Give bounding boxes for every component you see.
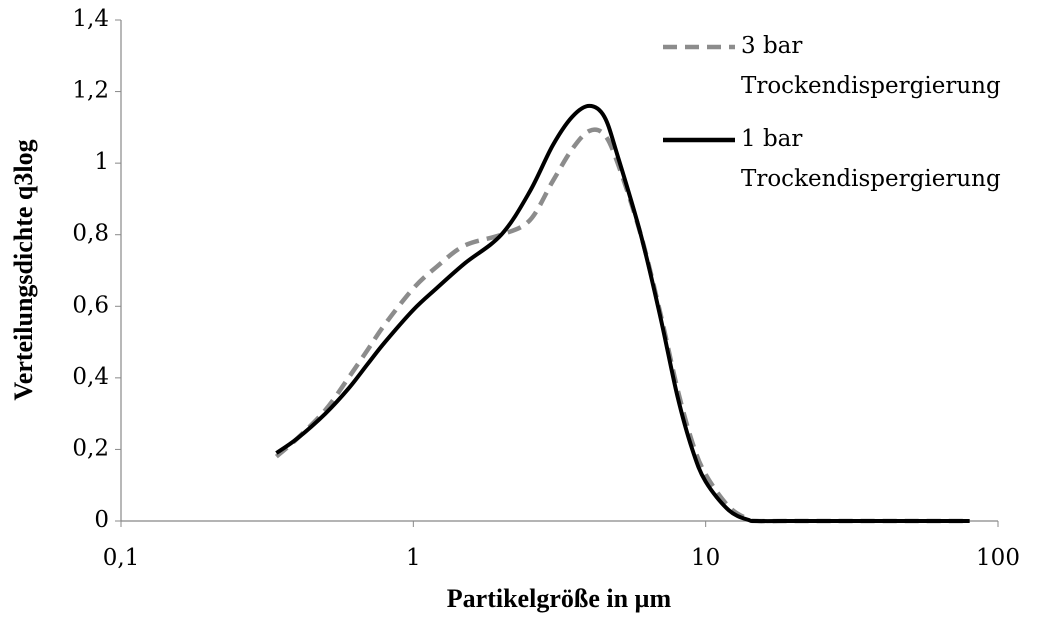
y-tick-label: 1 [94,149,109,175]
y-tick-label: 1,4 [72,6,109,32]
x-tick-label: 100 [976,545,1020,571]
legend-label: 3 bar Trockendispergierung [741,33,1001,99]
x-axis-title: Partikelgröße in µm [447,584,672,613]
y-axis-title: Verteilungsdichte q3log [9,139,38,400]
y-tick-label: 0 [94,507,109,533]
legend-label: 1 bar Trockendispergierung [741,126,1001,192]
y-tick-label: 1,2 [72,78,109,104]
y-tick-label: 0,6 [72,292,109,318]
legend-label-line: Trockendispergierung [741,73,1001,99]
legend-label-line: 3 bar [741,33,802,59]
y-tick-label: 0,4 [72,364,109,390]
y-tick-label: 0,8 [72,221,109,247]
x-tick-label: 0,1 [103,545,140,571]
x-tick-label: 10 [691,545,720,571]
y-tick-label: 0,2 [72,435,109,461]
series-line [275,103,970,524]
legend-label-line: 1 bar [741,126,802,152]
x-tick-label: 1 [406,545,421,571]
legend-label-line: Trockendispergierung [741,166,1001,192]
